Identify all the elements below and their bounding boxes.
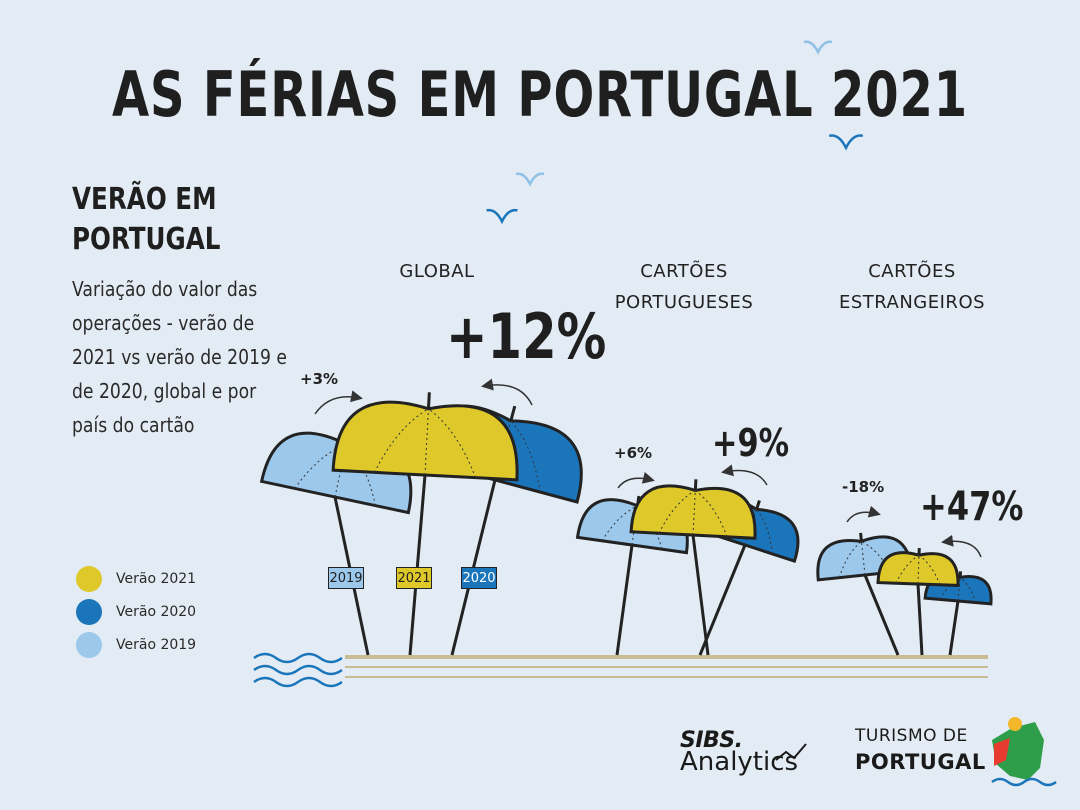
pct-global-vs-2020: +12% [446,300,607,373]
year-tag-2020: 2020 [461,567,497,589]
legend: Verão 2021 Verão 2020 Verão 2019 [76,562,196,661]
legend-item-2021: Verão 2021 [76,562,196,595]
umbrella-estrangeiros-2021 [876,547,960,656]
wave-line-2 [253,676,343,688]
umbrella-estrangeiros-2020-pole [948,600,960,656]
wave-line-0 [253,652,343,664]
legend-label-2019: Verão 2019 [116,636,197,653]
umbrella-estrangeiros-2019 [816,532,914,656]
umbrella-global-2021-pole [408,474,427,656]
seagull-icon-3 [486,208,518,225]
umbrella-estrangeiros-2021-canopy [876,547,960,587]
pct-portugueses-vs-2019: +6% [614,444,653,462]
group-label-portugueses: CARTÕES PORTUGUESES [614,261,754,313]
flag-red-icon [994,738,1010,766]
legend-item-2019: Verão 2019 [76,628,196,661]
umbrella-portugueses-2021 [629,479,757,656]
seagull-icon-1 [828,134,864,151]
umbrella-portugueses-2021-pole [691,534,710,656]
pct-portugueses-vs-2020: +9% [712,421,790,465]
arrow-portugueses-2019 [617,471,655,489]
sibs-analytics-wordmark: Analytics [680,747,799,777]
umbrella-portugueses-2020-pole [698,544,747,656]
umbrella-global-2021-canopy [331,392,519,482]
sub-title: VERÃO EM PORTUGAL [72,182,221,257]
arrow-global-2020 [481,378,533,406]
umbrella-portugueses-2019-pole [615,544,634,656]
group-label-global: GLOBAL [399,261,475,282]
umbrella-portugueses-2021-canopy [629,479,757,540]
legend-label-2020: Verão 2020 [116,603,197,620]
pct-estrangeiros-vs-2020: +47% [920,484,1024,530]
wave-logo-icon [991,777,1057,787]
sibs-wordmark: SIBS. [680,728,743,753]
legend-label-2021: Verão 2021 [116,570,197,587]
legend-swatch-2021 [76,565,102,592]
umbrella-global-2021 [331,392,519,656]
trend-icon [775,743,807,761]
legend-item-2020: Verão 2020 [76,595,196,628]
arrow-global-2019 [314,390,363,415]
legend-swatch-2019 [76,631,102,658]
sibs-analytics-logo: SIBS. Analytics [680,728,798,777]
pct-global-vs-2019: +3% [300,370,339,388]
portugal-map-icon [992,722,1044,780]
turismo-portugal-logo: TURISMO DE PORTUGAL [855,726,986,774]
pct-estrangeiros-vs-2019: -18% [842,478,885,496]
group-label-estrangeiros: CARTÕES ESTRANGEIROS [838,261,986,313]
year-tag-2021: 2021 [396,567,432,589]
umbrella-estrangeiros-2021-pole [916,583,924,656]
year-tag-2019: 2019 [328,567,364,589]
arrow-portugueses-2020 [721,464,768,486]
arrow-estrangeiros-2019 [846,505,881,523]
arrow-estrangeiros-2020 [941,534,982,558]
description: Variação do valor das operações - verão … [72,277,287,437]
turismo-bottom-text: PORTUGAL [855,750,986,774]
seagull-icon-2 [515,172,545,187]
sun-icon [1008,717,1022,731]
turismo-top-text: TURISMO DE [855,726,968,746]
wave-line-1 [253,664,343,676]
legend-swatch-2020 [76,598,102,625]
seagull-icon-0 [803,40,833,55]
umbrella-estrangeiros-2019-pole [863,574,900,656]
main-title: AS FÉRIAS EM PORTUGAL 2021 [111,58,969,131]
